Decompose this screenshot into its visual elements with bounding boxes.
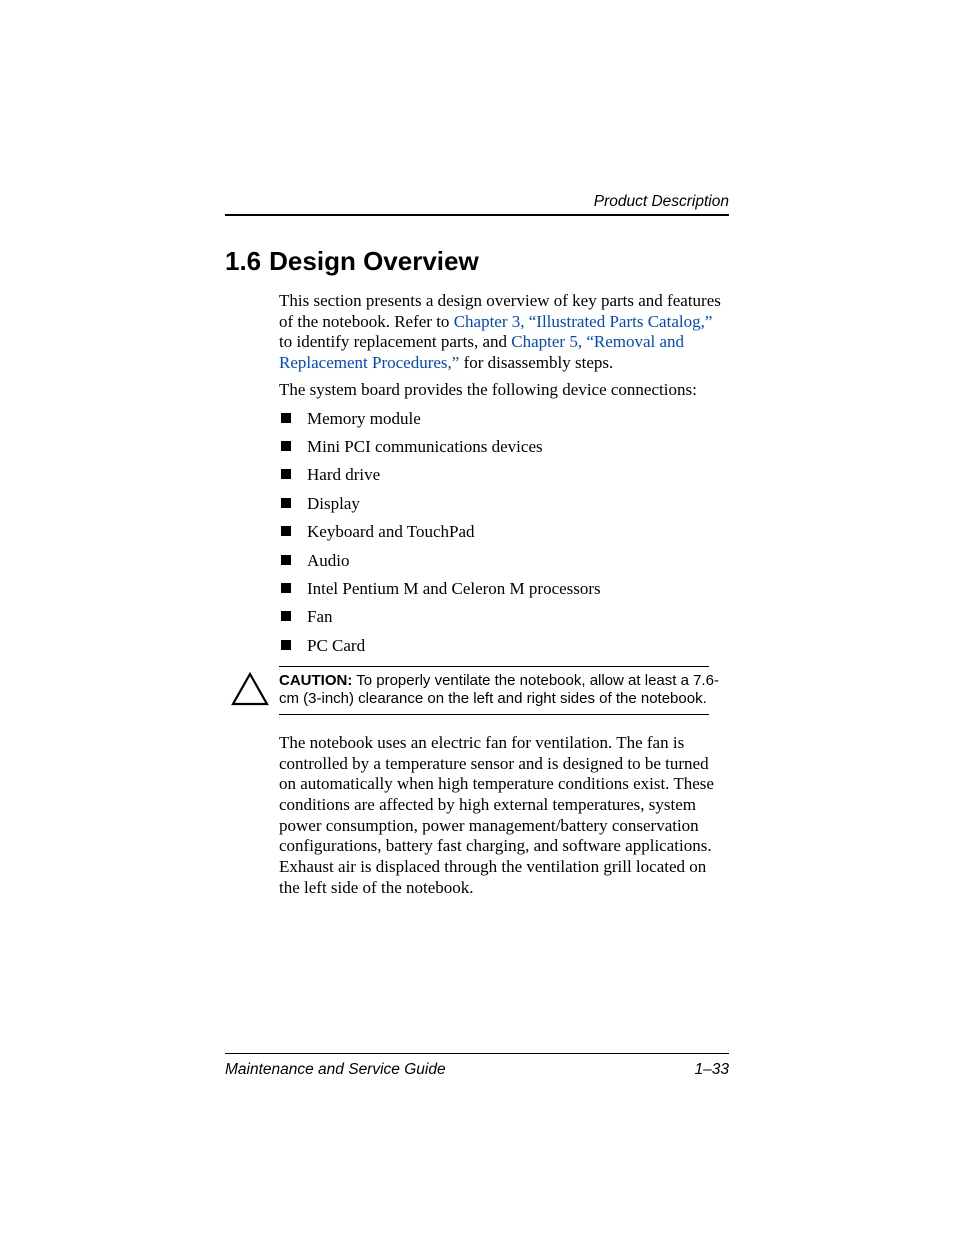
link-chapter-3[interactable]: Chapter 3, “Illustrated Parts Catalog,”	[454, 312, 713, 331]
intro-paragraph: This section presents a design overview …	[279, 291, 729, 374]
intro-text-3: for disassembly steps.	[459, 353, 613, 372]
footer-rule	[225, 1053, 729, 1054]
list-item: Intel Pentium M and Celeron M processors	[279, 579, 729, 599]
section-number: 1.6	[225, 246, 261, 276]
caution-label: CAUTION:	[279, 672, 352, 689]
header-label: Product Description	[594, 193, 729, 211]
closing-paragraph: The notebook uses an electric fan for ve…	[279, 733, 729, 899]
footer-right: 1–33	[695, 1061, 729, 1079]
device-list: Memory module Mini PCI communications de…	[279, 409, 729, 657]
list-item: PC Card	[279, 636, 729, 656]
lead-paragraph: The system board provides the following …	[279, 380, 729, 401]
list-item: Hard drive	[279, 465, 729, 485]
list-item: Fan	[279, 607, 729, 627]
caution-icon	[231, 672, 269, 711]
caution-rule-bottom	[279, 714, 709, 715]
section-heading: 1.6 Design Overview	[225, 246, 729, 277]
list-item: Display	[279, 494, 729, 514]
content-area: 1.6 Design Overview This section presents…	[225, 246, 729, 899]
list-item: Keyboard and TouchPad	[279, 522, 729, 542]
caution-block: CAUTION: To properly ventilate the noteb…	[225, 666, 729, 715]
section-title-text: Design Overview	[269, 246, 479, 276]
caution-rule-top	[279, 666, 709, 667]
intro-text-2: to identify replacement parts, and	[279, 332, 511, 351]
list-item: Memory module	[279, 409, 729, 429]
caution-paragraph: CAUTION: To properly ventilate the noteb…	[279, 672, 729, 709]
header-rule	[225, 214, 729, 216]
list-item: Audio	[279, 551, 729, 571]
footer-left: Maintenance and Service Guide	[225, 1061, 446, 1079]
list-item: Mini PCI communications devices	[279, 437, 729, 457]
page: Product Description 1.6 Design Overview T…	[0, 0, 954, 1235]
